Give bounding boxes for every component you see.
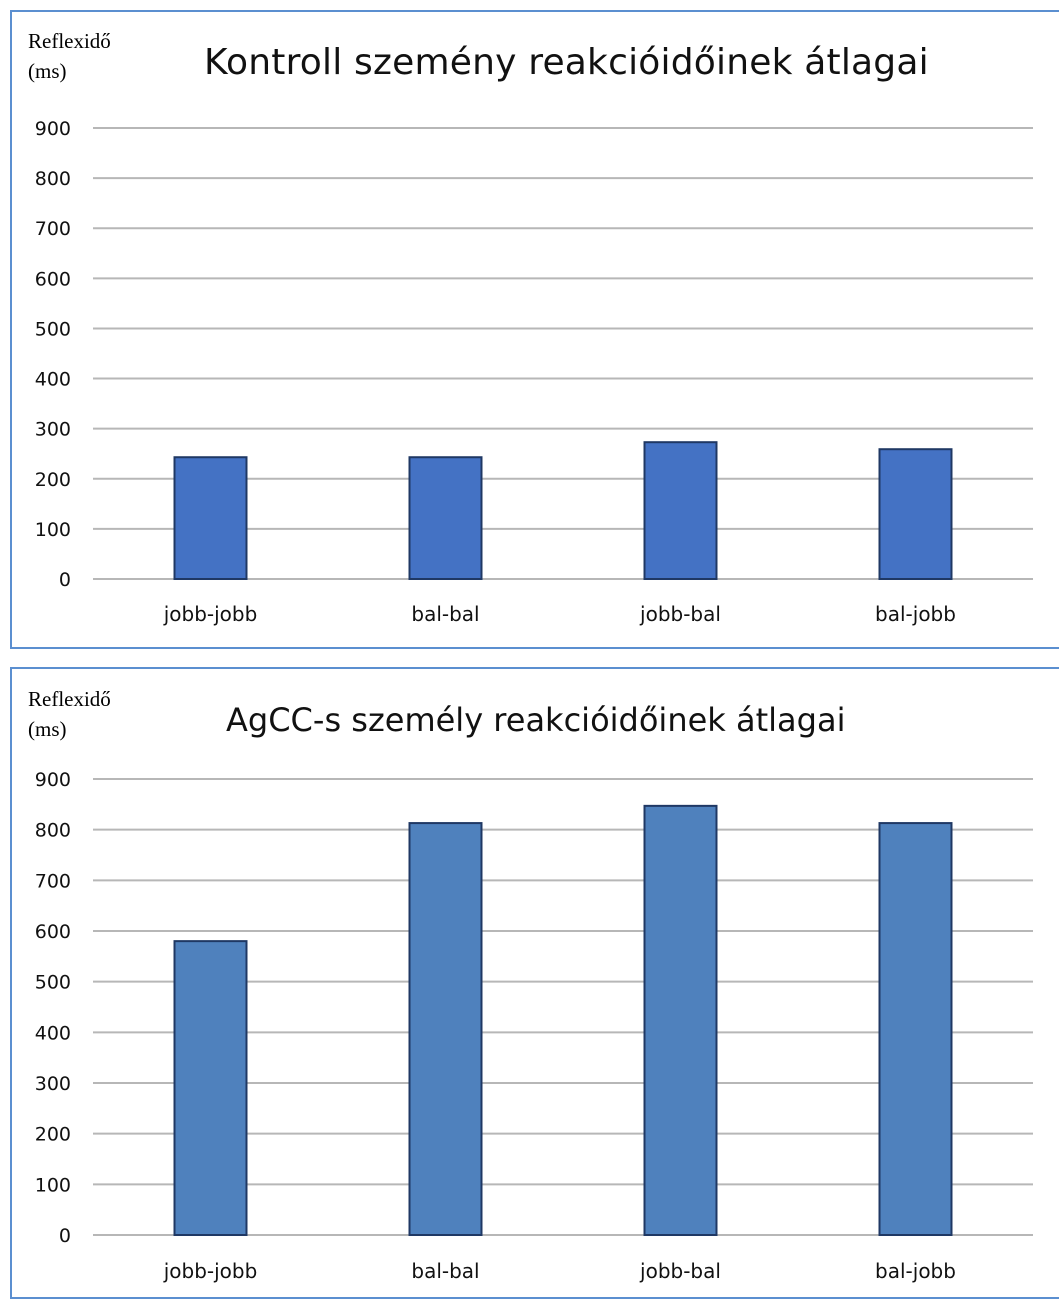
bar <box>173 940 248 1237</box>
bar <box>878 448 953 580</box>
y-tick-label: 300 <box>35 1073 71 1095</box>
y-tick-label: 500 <box>35 318 71 340</box>
bar <box>643 804 718 1236</box>
y-tick-label: 400 <box>35 1022 71 1044</box>
y-tick-label: 0 <box>59 1225 71 1247</box>
y-tick-label: 200 <box>35 469 71 491</box>
x-category-label: bal-bal <box>411 602 479 626</box>
y-tick-label: 500 <box>35 972 71 994</box>
y-tick-label: 200 <box>35 1124 71 1146</box>
y-tick-label: 100 <box>35 519 71 541</box>
x-category-label: jobb-jobb <box>163 602 258 626</box>
y-tick-label: 700 <box>35 870 71 892</box>
bar <box>643 441 718 580</box>
chart-title: AgCC-s személy reakcióidőinek átlagai <box>226 701 846 739</box>
y-tick-label: 100 <box>35 1174 71 1196</box>
y-tick-label: 800 <box>35 168 71 190</box>
y-tick-label: 900 <box>35 769 71 791</box>
y-tick-label: 600 <box>35 921 71 943</box>
x-category-label: bal-jobb <box>875 602 956 626</box>
x-category-label: bal-bal <box>411 1259 479 1283</box>
x-category-label: bal-jobb <box>875 1259 956 1283</box>
x-category-label: jobb-bal <box>639 1259 721 1283</box>
y-tick-label: 400 <box>35 369 71 391</box>
bar <box>878 822 953 1237</box>
chart-plot-kontroll: 0 100 200 300 400 500 600 700 800 900 jobb-jobb bal… <box>35 118 1033 626</box>
y-tick-label: 700 <box>35 218 71 240</box>
y-tick-label: 900 <box>35 118 71 140</box>
chart-title: Kontroll szemény reakcióidőinek átlagai <box>204 42 929 83</box>
bar <box>408 456 483 581</box>
bar <box>173 456 248 581</box>
y-axis-label: Reflexidő (ms) <box>28 687 111 741</box>
y-axis-label: Reflexidő (ms) <box>28 29 111 83</box>
x-category-label: jobb-jobb <box>163 1259 258 1283</box>
y-tick-label: 0 <box>59 569 71 591</box>
y-tick-label: 800 <box>35 820 71 842</box>
y-tick-label: 300 <box>35 419 71 441</box>
bar <box>408 822 483 1237</box>
x-category-label: jobb-bal <box>639 602 721 626</box>
y-tick-label: 600 <box>35 268 71 290</box>
